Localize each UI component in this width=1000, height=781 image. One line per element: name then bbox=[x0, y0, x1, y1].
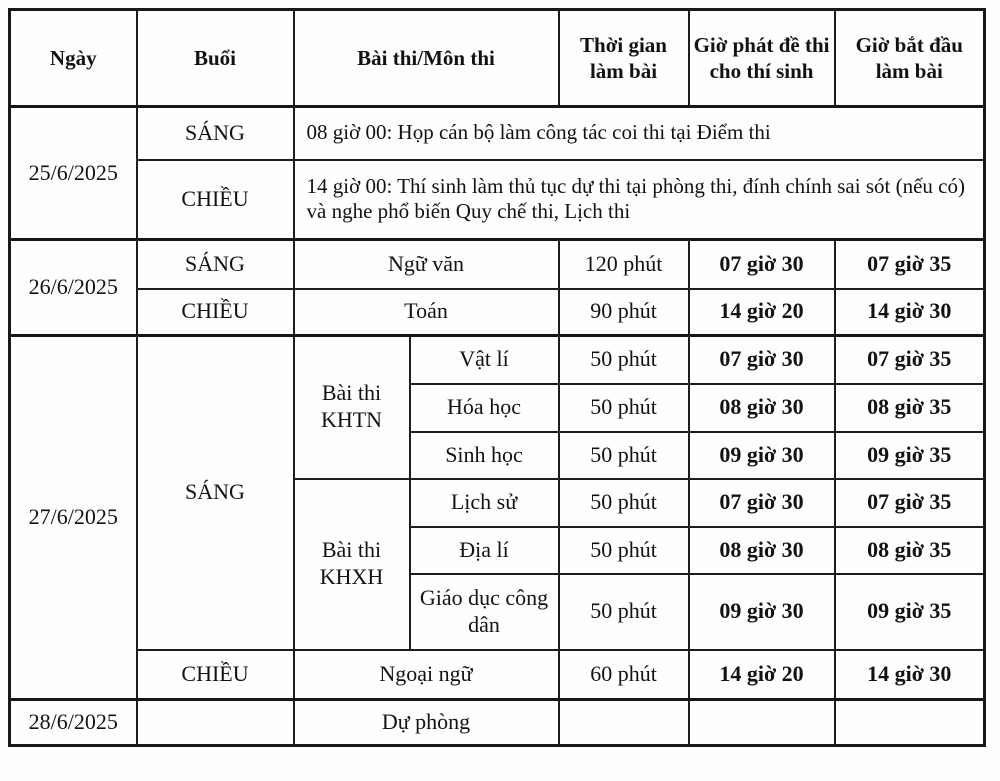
subject-cell: Hóa học bbox=[408, 382, 560, 433]
row-27-khxh-history: Bài thi KHXH Lịch sử 50 phút 07 giờ 30 0… bbox=[10, 477, 986, 651]
session-cell: SÁNG bbox=[135, 238, 295, 290]
duration-cell: 60 phút bbox=[557, 648, 690, 701]
date-cell-25: 25/6/2025 bbox=[8, 105, 138, 241]
start-time-cell: 07 giờ 35 bbox=[833, 334, 986, 385]
start-time-cell-empty bbox=[833, 698, 986, 747]
subject-cell: Vật lí bbox=[408, 334, 560, 385]
duration-cell: 50 phút bbox=[557, 477, 690, 528]
header-session: Buổi bbox=[135, 8, 295, 108]
handout-time-cell: 14 giờ 20 bbox=[687, 648, 836, 701]
row-25-afternoon: CHIỀU 14 giờ 00: Thí sinh làm thủ tục dự… bbox=[10, 158, 986, 241]
row-27-afternoon: CHIỀU Ngoại ngữ 60 phút 14 giờ 20 14 giờ… bbox=[10, 648, 986, 701]
header-handout-time: Giờ phát đề thi cho thí sinh bbox=[687, 8, 836, 108]
session-cell: CHIỀU bbox=[135, 648, 295, 701]
subject-cell: Ngoại ngữ bbox=[292, 648, 560, 701]
row-27-khxh-civic-education: Giáo dục công dân 50 phút 09 giờ 30 09 g… bbox=[10, 572, 986, 651]
subject-cell: Lịch sử bbox=[408, 477, 560, 528]
duration-cell: 50 phút bbox=[557, 430, 690, 480]
duration-cell-empty bbox=[557, 698, 690, 747]
exam-group-cell-khxh: Bài thi KHXH bbox=[292, 477, 411, 651]
header-start-time: Giờ bắt đầu làm bài bbox=[833, 8, 986, 108]
date-cell-26: 26/6/2025 bbox=[8, 238, 138, 337]
session-cell: SÁNG bbox=[135, 334, 295, 651]
subject-cell: Ngữ văn bbox=[292, 238, 560, 290]
start-time-cell: 14 giờ 30 bbox=[833, 648, 986, 701]
row-28-reserve: 28/6/2025 Dự phòng bbox=[8, 698, 986, 747]
header-exam: Bài thi/Môn thi bbox=[292, 8, 560, 108]
note-cell: 14 giờ 00: Thí sinh làm thủ tục dự thi t… bbox=[292, 158, 986, 241]
start-time-cell: 08 giờ 35 bbox=[833, 525, 986, 575]
duration-cell: 90 phút bbox=[557, 287, 690, 337]
row-27-khxh-geography: Địa lí 50 phút 08 giờ 30 08 giờ 35 bbox=[10, 525, 986, 575]
start-time-cell: 09 giờ 35 bbox=[833, 572, 986, 651]
exam-schedule-table: Ngày Buổi Bài thi/Môn thi Thời gian làm … bbox=[8, 8, 987, 747]
session-cell-empty bbox=[135, 698, 295, 747]
exam-group-cell-khtn: Bài thi KHTN bbox=[292, 334, 411, 480]
date-cell-27: 27/6/2025 bbox=[8, 334, 138, 701]
subject-cell: Toán bbox=[292, 287, 560, 337]
session-cell: CHIỀU bbox=[135, 158, 295, 241]
start-time-cell: 14 giờ 30 bbox=[833, 287, 986, 337]
subject-cell: Sinh học bbox=[408, 430, 560, 480]
row-27-khtn-physics: 27/6/2025 SÁNG Bài thi KHTN Vật lí 50 ph… bbox=[8, 334, 986, 701]
row-26-afternoon: CHIỀU Toán 90 phút 14 giờ 20 14 giờ 30 bbox=[10, 287, 986, 337]
duration-cell: 50 phút bbox=[557, 334, 690, 385]
header-row: Ngày Buổi Bài thi/Môn thi Thời gian làm … bbox=[8, 8, 986, 108]
handout-time-cell-empty bbox=[687, 698, 836, 747]
row-27-khtn-chemistry: Hóa học 50 phút 08 giờ 30 08 giờ 35 bbox=[10, 382, 986, 433]
duration-cell: 50 phút bbox=[557, 525, 690, 575]
session-cell: SÁNG bbox=[135, 105, 295, 161]
start-time-cell: 07 giờ 35 bbox=[833, 238, 986, 290]
handout-time-cell: 09 giờ 30 bbox=[687, 572, 836, 651]
handout-time-cell: 08 giờ 30 bbox=[687, 382, 836, 433]
handout-time-cell: 14 giờ 20 bbox=[687, 287, 836, 337]
note-cell: 08 giờ 00: Họp cán bộ làm công tác coi t… bbox=[292, 105, 986, 161]
subject-cell: Địa lí bbox=[408, 525, 560, 575]
header-date: Ngày bbox=[8, 8, 138, 108]
header-duration: Thời gian làm bài bbox=[557, 8, 690, 108]
start-time-cell: 07 giờ 35 bbox=[833, 477, 986, 528]
handout-time-cell: 07 giờ 30 bbox=[687, 477, 836, 528]
handout-time-cell: 07 giờ 30 bbox=[687, 334, 836, 385]
duration-cell: 50 phút bbox=[557, 382, 690, 433]
row-25-morning: 25/6/2025 SÁNG 08 giờ 00: Họp cán bộ làm… bbox=[8, 105, 986, 241]
handout-time-cell: 07 giờ 30 bbox=[687, 238, 836, 290]
duration-cell: 50 phút bbox=[557, 572, 690, 651]
subject-cell: Dự phòng bbox=[292, 698, 560, 747]
subject-cell: Giáo dục công dân bbox=[408, 572, 560, 651]
row-26-morning: 26/6/2025 SÁNG Ngữ văn 120 phút 07 giờ 3… bbox=[8, 238, 986, 337]
row-27-khtn-biology: Sinh học 50 phút 09 giờ 30 09 giờ 35 bbox=[10, 430, 986, 480]
start-time-cell: 08 giờ 35 bbox=[833, 382, 986, 433]
date-cell-28: 28/6/2025 bbox=[8, 698, 138, 747]
session-cell: CHIỀU bbox=[135, 287, 295, 337]
handout-time-cell: 08 giờ 30 bbox=[687, 525, 836, 575]
start-time-cell: 09 giờ 35 bbox=[833, 430, 986, 480]
handout-time-cell: 09 giờ 30 bbox=[687, 430, 836, 480]
duration-cell: 120 phút bbox=[557, 238, 690, 290]
